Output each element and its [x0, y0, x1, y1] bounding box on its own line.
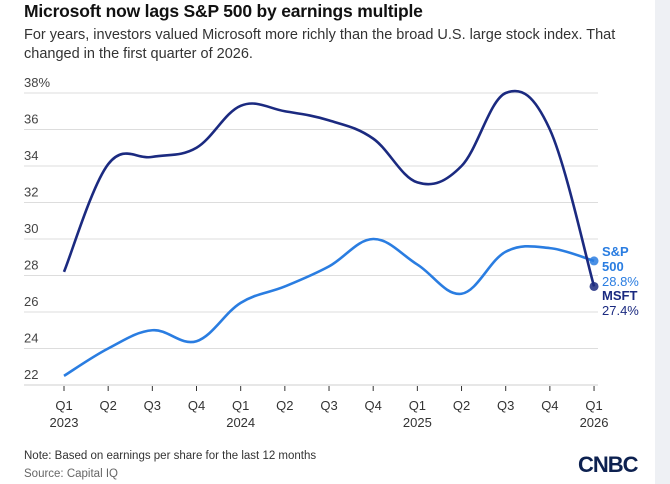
x-tick-label: Q1 [232, 398, 249, 413]
chart-source: Source: Capital IQ [24, 468, 118, 480]
y-tick-label: 36 [24, 112, 38, 127]
y-tick-label: 22 [24, 367, 38, 382]
x-tick-year-label: 2025 [403, 415, 432, 430]
x-tick-year-label: 2024 [226, 415, 255, 430]
y-tick-label: 30 [24, 221, 38, 236]
x-tick-label: Q3 [320, 398, 337, 413]
sp500-label: S&P [602, 244, 629, 259]
chart-title: Microsoft now lags S&P 500 by earnings m… [24, 1, 423, 21]
y-tick-label: 38% [24, 75, 50, 90]
chart-subtitle: For years, investors valued Microsoft mo… [24, 27, 616, 62]
x-tick-label: Q4 [188, 398, 205, 413]
cnbc-logo: CNBC [578, 452, 639, 477]
msft-label: MSFT [602, 288, 637, 303]
end-point-sp500 [589, 256, 599, 266]
x-tick-label: Q1 [409, 398, 426, 413]
x-tick-label: Q2 [453, 398, 470, 413]
sp500-label: 500 [602, 259, 624, 274]
x-tick-label: Q2 [99, 398, 116, 413]
x-tick-year-label: 2026 [580, 415, 609, 430]
x-tick-label: Q4 [541, 398, 558, 413]
x-tick-label: Q4 [365, 398, 382, 413]
series-line-msft [62, 89, 596, 287]
y-tick-label: 32 [24, 185, 38, 200]
y-tick-label: 28 [24, 258, 38, 273]
y-tick-label: 34 [24, 148, 38, 163]
y-tick-label: 24 [24, 331, 38, 346]
x-tick-year-label: 2023 [50, 415, 79, 430]
x-tick-label: Q3 [144, 398, 161, 413]
y-tick-label: 26 [24, 294, 38, 309]
chart-note: Note: Based on earnings per share for th… [24, 450, 317, 462]
sp500-value-label: 28.8% [602, 274, 639, 289]
x-tick-label: Q1 [585, 398, 602, 413]
x-tick-label: Q1 [55, 398, 72, 413]
side-strip [655, 0, 670, 484]
x-tick-label: Q2 [276, 398, 293, 413]
end-point-msft [589, 281, 599, 291]
x-tick-label: Q3 [497, 398, 514, 413]
line-chart: 22 24 26 28 30 32 34 36 38% Q1 2023 Q2 Q3 Q4 Q1 2024 Q2 Q… [24, 75, 639, 430]
msft-value-label: 27.4% [602, 303, 639, 318]
series-line-sp500 [63, 237, 595, 377]
